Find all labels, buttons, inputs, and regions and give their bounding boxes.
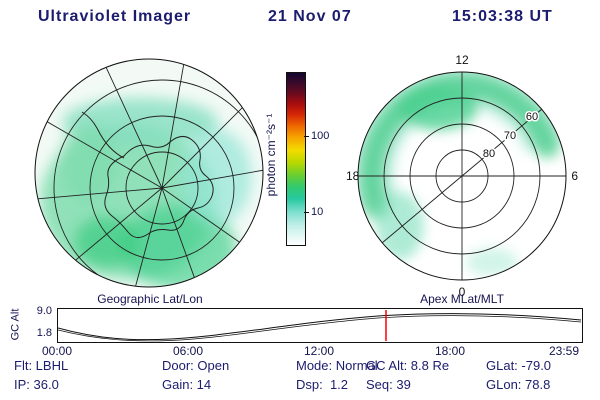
status-gcalt: GC Alt: 8.8 Re bbox=[366, 358, 450, 373]
altitude-curve-plot bbox=[57, 310, 582, 342]
apex-polar-plot: 12 18 6 0 60 70 80 bbox=[346, 53, 578, 299]
mlat-label-80: 80 bbox=[483, 148, 495, 160]
timeline-xtick-1800: 18:00 bbox=[434, 344, 466, 358]
status-glat: GLat: -79.0 bbox=[486, 358, 552, 373]
mlt-label-18: 18 bbox=[346, 169, 360, 183]
mlat-labels: 60 70 80 bbox=[481, 110, 539, 162]
timeline-xtick-1200: 12:00 bbox=[303, 344, 335, 358]
altitude-curve-lower bbox=[57, 315, 582, 342]
antarctica-coastline bbox=[81, 111, 214, 238]
timeline-xtick-0000: 00:00 bbox=[41, 344, 73, 358]
mlat-label-60: 60 bbox=[526, 111, 538, 123]
colorbar-label-10: 10 bbox=[311, 206, 324, 218]
mlt-label-0: 0 bbox=[459, 285, 466, 299]
colorbar bbox=[286, 72, 306, 246]
mlt-labels: 12 18 6 0 bbox=[346, 53, 578, 299]
timeline-ytick-9: 9.0 bbox=[36, 305, 52, 317]
timeline-xtick-0600: 06:00 bbox=[172, 344, 204, 358]
colorbar-tick-100 bbox=[304, 136, 309, 137]
header-date: 21 Nov 07 bbox=[268, 8, 352, 25]
plot-outline bbox=[34, 58, 264, 288]
aurora-emission-geographic bbox=[40, 98, 252, 287]
colorbar-tick-10 bbox=[304, 212, 309, 213]
apex-plot-caption: Apex MLat/MLT bbox=[420, 292, 504, 306]
mlat-label-70: 70 bbox=[504, 130, 516, 142]
mlt-label-12: 12 bbox=[455, 53, 469, 67]
status-seq: Seq: 39 bbox=[366, 377, 411, 392]
geographic-plot-caption: Geographic Lat/Lon bbox=[97, 292, 203, 306]
status-dsp: Dsp: 1.2 bbox=[296, 377, 349, 392]
mlat-mlt-grid bbox=[357, 71, 567, 281]
mlt-label-6: 6 bbox=[571, 169, 578, 183]
geographic-polar-plot bbox=[34, 58, 264, 288]
altitude-timeline bbox=[57, 308, 583, 343]
timeline-y-axis-title: GC Alt bbox=[9, 308, 22, 341]
status-flt: Flt: LBHL bbox=[14, 358, 69, 373]
timeline-xtick-2359: 23:59 bbox=[548, 344, 580, 358]
status-glon: GLon: 78.8 bbox=[486, 377, 551, 392]
aurora-emission-apex bbox=[358, 72, 566, 276]
status-door: Door: Open bbox=[162, 358, 230, 373]
status-gain: Gain: 14 bbox=[162, 377, 212, 392]
colorbar-label-100: 100 bbox=[311, 130, 330, 142]
header-time: 15:03:38 UT bbox=[452, 8, 553, 25]
colorbar-units-label: photon cm⁻²s⁻¹ bbox=[264, 113, 278, 197]
status-mode: Mode: Normal bbox=[296, 358, 378, 373]
status-ip: IP: 36.0 bbox=[14, 377, 59, 392]
altitude-curve bbox=[57, 313, 582, 341]
page-title: Ultraviolet Imager bbox=[38, 8, 192, 25]
timeline-ytick-1-8: 1.8 bbox=[36, 327, 52, 339]
